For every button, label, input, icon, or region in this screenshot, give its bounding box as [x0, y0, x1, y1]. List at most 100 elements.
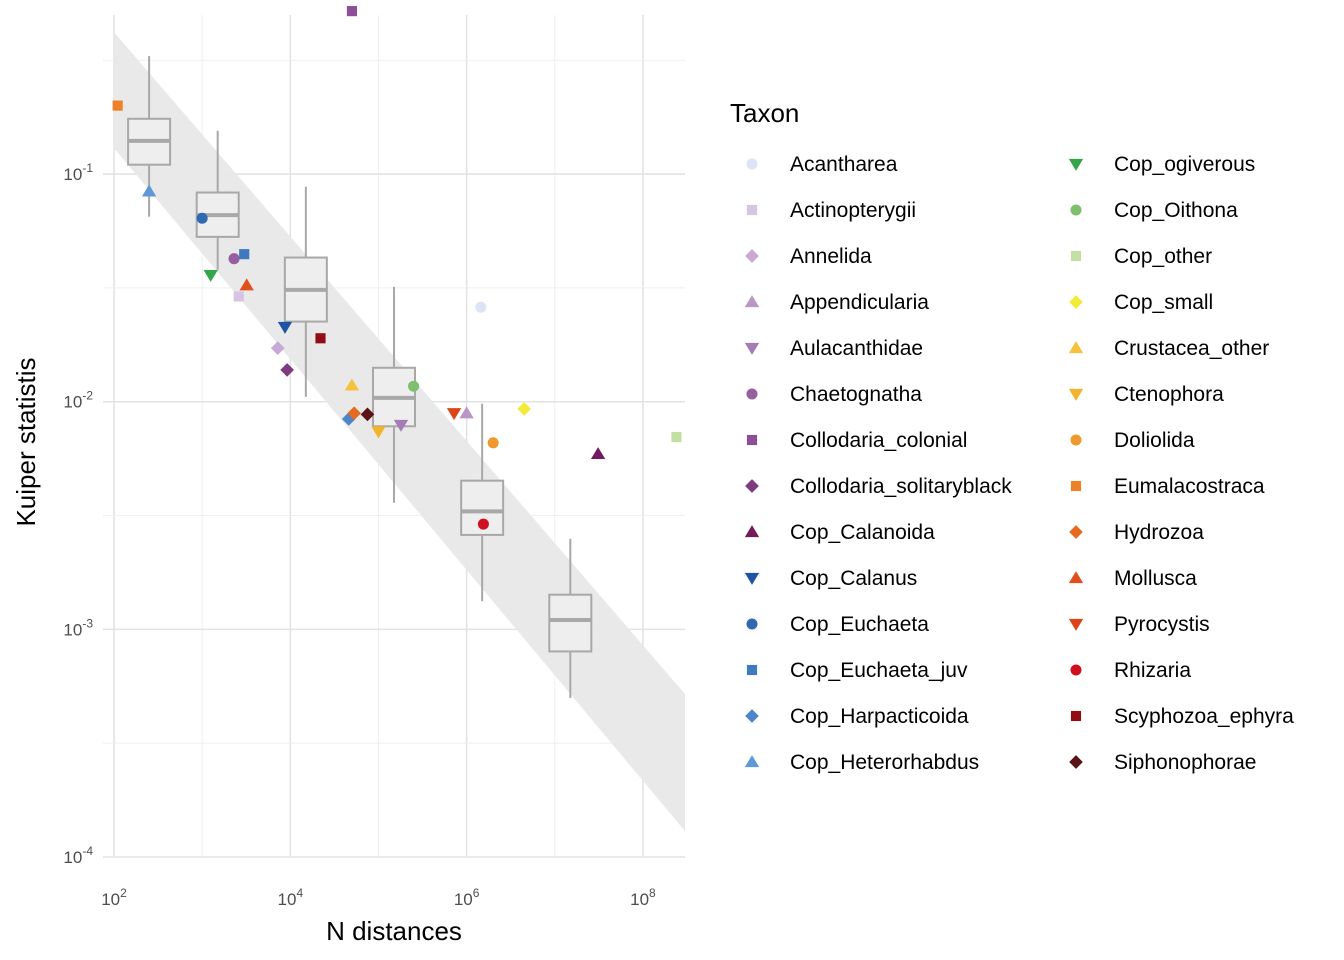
point-crustacea-other: [344, 378, 360, 391]
point-actinopterygii: [233, 291, 244, 302]
point-chaetognatha: [228, 253, 240, 265]
legend-item: Doliolida: [1070, 429, 1195, 452]
legend-item: Cop_Calanus: [744, 567, 917, 590]
legend-key: [1068, 158, 1084, 171]
legend-key: [1069, 525, 1083, 539]
legend-label: Cop_Calanoida: [790, 521, 935, 544]
legend-item: Cop_small: [1069, 291, 1213, 314]
legend-label: Chaetognatha: [790, 383, 922, 406]
legend-key: [746, 664, 758, 676]
legend-item: Actinopterygii: [746, 199, 916, 222]
boxplot: [283, 186, 328, 397]
legend-item: Ctenophora: [1068, 383, 1224, 406]
legend-key: [745, 709, 759, 723]
legend-label: Annelida: [790, 245, 872, 268]
legend-key: [1070, 480, 1082, 492]
legend-label: Cop_other: [1114, 245, 1212, 268]
legend-title: Taxon: [730, 98, 799, 128]
point-cop-oithona: [408, 380, 420, 392]
legend-item: Cop_other: [1070, 245, 1212, 268]
legend-label: Cop_small: [1114, 291, 1213, 314]
legend-label: Hydrozoa: [1114, 521, 1204, 544]
boxplot-box: [548, 593, 593, 653]
point-scyphozoa-ephyra: [315, 333, 326, 344]
legend-item: Crustacea_other: [1068, 337, 1269, 360]
legend-item: Cop_Oithona: [1070, 199, 1238, 222]
legend-label: Collodaria_colonial: [790, 429, 967, 452]
point-collodaria-solitaryblack: [280, 363, 294, 377]
point-cop-euchaeta: [196, 212, 208, 224]
legend-key: [1068, 388, 1084, 401]
legend-key: [1068, 341, 1084, 354]
legend-item: Appendicularia: [744, 291, 929, 314]
y-tick-label: 10-4: [63, 844, 93, 867]
legend-label: Aulacanthidae: [790, 337, 923, 360]
x-axis-title: N distances: [326, 916, 462, 946]
y-tick-label: 10-2: [63, 389, 93, 412]
legend-label: Cop_Oithona: [1114, 199, 1238, 222]
legend-label: Acantharea: [790, 153, 898, 176]
legend-key: [744, 342, 760, 355]
legend-key: [746, 434, 758, 446]
point-cop-small: [517, 402, 532, 416]
legend-label: Appendicularia: [790, 291, 929, 314]
boxplot: [548, 538, 593, 698]
y-axis-title: Kuiper statistis: [11, 357, 41, 526]
legend-item: Chaetognatha: [746, 383, 922, 406]
legend-key: [1070, 250, 1082, 262]
legend-item: Mollusca: [1068, 567, 1197, 590]
point-aulacanthidae: [393, 419, 409, 432]
point-hydrozoa: [347, 406, 361, 421]
point-doliolida: [487, 437, 499, 449]
legend-key: [744, 295, 760, 308]
legend-key: [1069, 295, 1083, 309]
legend-label: Eumalacostraca: [1114, 475, 1265, 498]
legend-item: Pyrocystis: [1068, 613, 1210, 636]
legend-item: Cop_ogiverous: [1068, 153, 1255, 176]
point-rhizaria: [477, 518, 489, 530]
legend-key: [1068, 618, 1084, 631]
legend-label: Rhizaria: [1114, 659, 1191, 682]
legend-key: [746, 204, 758, 216]
legend-label: Cop_Euchaeta_juv: [790, 659, 968, 682]
legend-item: Cop_Euchaeta: [746, 613, 929, 636]
legend-label: Ctenophora: [1114, 383, 1224, 406]
legend-key: [1070, 710, 1082, 722]
legend-label: Actinopterygii: [790, 199, 916, 222]
legend-label: Cop_Calanus: [790, 567, 917, 590]
x-tick-label: 108: [630, 886, 656, 909]
legend-item: Annelida: [745, 245, 872, 268]
legend-key: [745, 249, 759, 263]
legend-label: Pyrocystis: [1114, 613, 1210, 636]
x-tick-label: 106: [454, 886, 480, 909]
point-ctenophora: [371, 426, 386, 439]
legend-item: Aulacanthidae: [744, 337, 923, 360]
legend-item: Collodaria_solitaryblack: [745, 475, 1012, 498]
legend-key: [744, 525, 760, 538]
legend-label: Cop_Heterorhabdus: [790, 751, 979, 774]
legend-label: Siphonophorae: [1114, 751, 1256, 774]
point-pyrocystis: [446, 408, 462, 421]
point-cop-other: [671, 431, 682, 443]
legend-key: [1070, 664, 1082, 676]
legend-item: Rhizaria: [1070, 659, 1191, 682]
legend-label: Mollusca: [1114, 567, 1197, 590]
point-cop-ogiverous: [203, 269, 218, 282]
point-cop-euchaeta-juv: [239, 249, 250, 260]
legend-item: Cop_Harpacticoida: [745, 705, 969, 728]
legend: Taxon Acantharea Actinopterygii Annelida Ap…: [730, 98, 1294, 774]
legend-label: Crustacea_other: [1114, 337, 1269, 360]
legend-key: [1070, 434, 1082, 446]
legend-item: Eumalacostraca: [1070, 475, 1265, 498]
legend-item: Cop_Euchaeta_juv: [746, 659, 968, 682]
point-appendicularia: [459, 406, 474, 419]
legend-key: [746, 618, 758, 630]
legend-key: [746, 158, 758, 170]
legend-item: Collodaria_colonial: [746, 429, 967, 452]
legend-item: Acantharea: [746, 153, 898, 176]
point-cop-heterorhabdus: [141, 184, 157, 197]
legend-key: [744, 572, 760, 585]
x-tick-label: 104: [278, 886, 304, 909]
legend-key: [746, 388, 758, 400]
